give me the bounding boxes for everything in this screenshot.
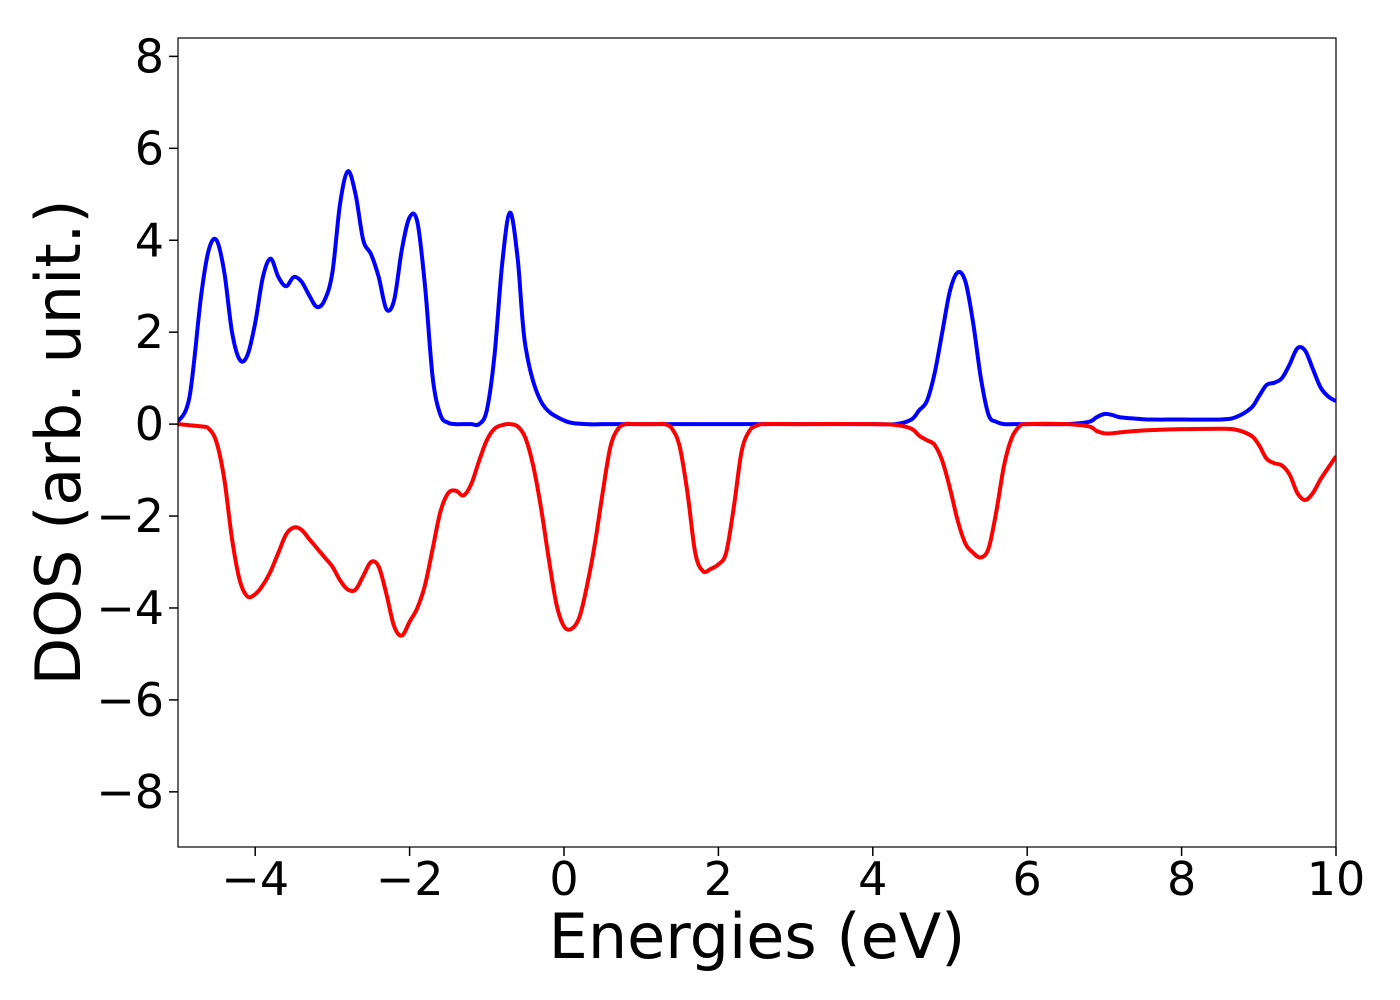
- y-tick-label: 8: [135, 29, 164, 83]
- x-tick-label: −4: [221, 852, 289, 906]
- x-tick-label: 10: [1307, 852, 1366, 906]
- y-axis-title: DOS (arb. unit.): [22, 199, 95, 685]
- y-tick-label: −6: [96, 673, 164, 727]
- x-tick-label: 6: [1013, 852, 1042, 906]
- series-line-2: [178, 421, 1336, 638]
- x-ticks: −4 −2 0 2 4 6 8 10: [221, 847, 1365, 906]
- y-tick-label: 4: [135, 213, 164, 267]
- x-tick-label: 8: [1167, 852, 1196, 906]
- plot-frame: [177, 37, 1337, 848]
- y-tick-label: 2: [135, 305, 164, 359]
- x-tick-label: −2: [376, 852, 444, 906]
- y-tick-label: −8: [96, 765, 164, 819]
- x-tick-label: 4: [858, 852, 887, 906]
- x-axis-title: Energies (eV): [549, 900, 966, 973]
- x-tick-label: 0: [549, 852, 578, 906]
- x-tick-label: 2: [704, 852, 733, 906]
- y-tick-label: −4: [96, 581, 164, 635]
- y-tick-label: 0: [135, 397, 164, 451]
- y-ticks: −8 −6 −4 −2 0 2 4 6 8: [96, 29, 178, 819]
- y-tick-label: −2: [96, 489, 164, 543]
- y-tick-label: 6: [135, 121, 164, 175]
- series-layer: [178, 169, 1336, 638]
